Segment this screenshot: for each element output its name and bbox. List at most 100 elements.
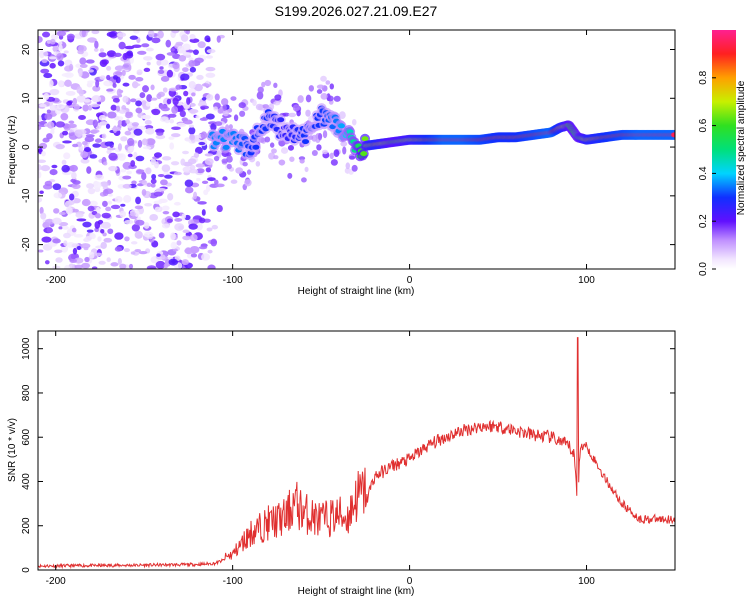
spectrogram-noise-blob [167,193,174,201]
spectrogram-noise-blob [187,158,197,165]
spectrogram-noise-blob [197,41,206,49]
spectrogram-noise-blob [76,218,87,222]
spectrogram-noise-blob [42,137,50,143]
spectrogram-noise-blob [176,122,187,128]
y-tick-label: 0 [21,567,32,573]
spectrogram-noise-blob [53,192,63,199]
spectrogram-noise-blob [180,158,186,166]
spectrogram-noise-blob [51,164,58,169]
spectrogram-noise-blob [62,130,69,136]
spectrogram-noise-blob [71,171,77,180]
spectrogram-noise-blob [80,243,91,249]
spectrogram-noise-blob [83,98,91,103]
spectrogram-noise-blob [207,249,213,254]
spectrogram-noise-blob [100,241,107,250]
spectrogram-noise-blob [69,258,77,263]
colorbar-tick-label: 0.8 [698,70,709,84]
spectrogram-noise-blob [128,74,136,80]
spectrogram-noise-blob [138,250,148,255]
spectrogram-noise-blob [151,173,157,180]
spectrogram-noise-blob [122,183,132,189]
spectrogram-noise-blob [125,113,132,119]
spectrogram-noise-blob [184,186,194,194]
spectrogram-noise-blob [133,30,140,34]
spectrogram-scatter-blob [329,83,334,90]
spectrogram-noise-blob [40,68,50,74]
figure-title: S199.2026.027.21.09.E27 [275,3,438,19]
spectrogram-noise-blob [182,67,189,73]
spectrogram-noise-blob [196,74,204,80]
spectrogram-noise-blob [98,114,107,121]
spectrogram-noise-blob [155,260,166,269]
spectrogram-noise-blob [114,246,123,252]
spectrogram-noise-blob [68,193,75,201]
spectrogram-noise-blob [201,97,207,101]
spectrogram-scatter-blob [333,95,341,102]
spectrogram-noise-blob [127,153,133,158]
colorbar: 0.0 0.2 0.4 0.6 0.8 Normalized spectral ampl… [698,30,747,276]
spectrogram-noise-blob [117,153,126,161]
spectrogram-noise-blob [150,183,156,188]
spectrogram-noise-blob [154,206,161,213]
spectrogram-noise-blob [92,85,101,92]
x-tick-label: -100 [223,275,243,286]
spectrogram-scatter-blob [239,110,246,117]
spectrogram-noise-blob [170,241,178,249]
spectrogram-noise-blob [84,256,90,263]
spectrogram-noise-blob [63,152,71,160]
spectrogram-noise-blob [165,39,172,48]
spectrogram-noise-blob [110,262,119,267]
spectrogram-noise-blob [135,107,143,114]
spectrogram-noise-blob [190,253,198,258]
spectrogram-noise-blob [174,217,183,222]
spectrogram-noise-blob [105,206,112,212]
spectrogram-noise-blob [103,237,113,243]
spectrogram-noise-blob [82,141,88,146]
spectrogram-noise-blob [72,97,78,106]
spectrogram-noise-blob [39,50,45,59]
spectrogram-noise-blob [156,93,162,100]
spectrogram-noise-blob [89,200,98,207]
spectrogram-noise-blob [143,67,151,73]
spectrogram-noise-blob [46,227,53,233]
spectrogram-noise-blob [74,129,83,138]
spectrogram-noise-blob [150,97,158,101]
spectrogram-noise-blob [76,86,83,94]
spectrogram-scatter-blob [316,89,323,94]
spectrogram-noise-blob [189,233,198,242]
spectrogram-noise-blob [44,113,53,120]
spectrogram-noise-blob [189,124,194,128]
spectrogram-noise-blob [63,50,69,54]
spectrogram-noise-blob [171,30,180,34]
spectrogram-noise-blob [87,37,97,43]
spectrogram-noise-blob [78,115,86,120]
y-tick-label: -20 [21,237,32,252]
spectrogram-scatter-blob [235,167,244,174]
spectrogram-noise-blob [153,191,163,197]
x-tick-label: 100 [578,576,595,587]
spectrogram-noise-blob [51,33,59,41]
spectrogram-noise-blob [87,205,95,212]
spectrogram-noise-blob [158,232,165,239]
spectrogram-x-axis: -200 -100 0 100 [46,30,595,286]
spectrogram-noise-blob [122,95,129,103]
spectrogram-noise-blob [145,167,152,175]
spectrogram-noise-blob [55,143,65,150]
spectrogram-noise-blob [81,262,91,269]
spectrogram-noise-blob [134,205,144,210]
spectrogram-noise-blob [106,50,117,58]
spectrogram-noise-blob [182,235,192,241]
spectrogram-noise-blob [105,123,111,129]
spectrogram-noise-blob [206,49,216,54]
spectrogram-noise-blob [49,62,56,69]
spectrogram-noise-blob [103,80,113,87]
spectrogram-noise-blob [64,72,74,78]
spectrogram-noise-blob [188,169,199,174]
spectrogram-noise-blob [204,153,214,157]
spectrogram-noise-blob [117,119,122,126]
spectrogram-noise-blob [182,150,189,155]
spectrogram-noise-blob [157,30,164,39]
spectrogram-noise-blob [143,222,150,229]
spectrogram-scatter-blob [308,135,314,140]
spectrogram-noise-blob [91,30,100,35]
